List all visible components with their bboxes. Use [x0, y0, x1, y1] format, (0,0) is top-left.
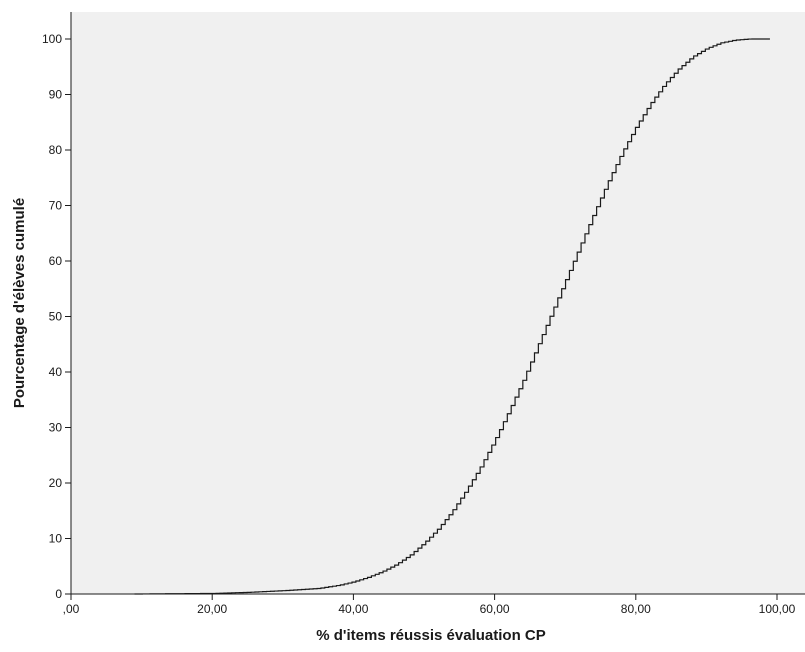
y-tick-label: 90: [49, 88, 63, 102]
plot-area: [71, 12, 805, 594]
y-tick-label: 80: [49, 143, 63, 157]
y-tick-label: 10: [49, 532, 63, 546]
y-tick-label: 20: [49, 476, 63, 490]
x-axis-ticks: ,00 20,00 40,00 60,00 80,00 100,00: [63, 594, 796, 616]
y-tick-label: 70: [49, 199, 63, 213]
x-tick-label: 20,00: [197, 602, 227, 616]
x-tick-label: 100,00: [759, 602, 796, 616]
x-tick-label: 40,00: [338, 602, 368, 616]
y-tick-label: 60: [49, 254, 63, 268]
y-tick-label: 40: [49, 365, 63, 379]
x-tick-label: 80,00: [621, 602, 651, 616]
y-axis-title: Pourcentage d'élèves cumulé: [11, 198, 28, 408]
y-tick-label: 100: [42, 32, 62, 46]
y-tick-label: 50: [49, 310, 63, 324]
y-tick-label: 0: [55, 587, 62, 601]
cumulative-percentage-line: [134, 38, 770, 595]
y-tick-label: 30: [49, 421, 63, 435]
x-tick-label: 60,00: [480, 602, 510, 616]
y-axis-ticks: 0 10 20 30 40 50 60 70 80 90 100: [42, 32, 71, 601]
x-axis-title: % d'items réussis évaluation CP: [316, 627, 545, 644]
x-tick-label: ,00: [63, 602, 80, 616]
